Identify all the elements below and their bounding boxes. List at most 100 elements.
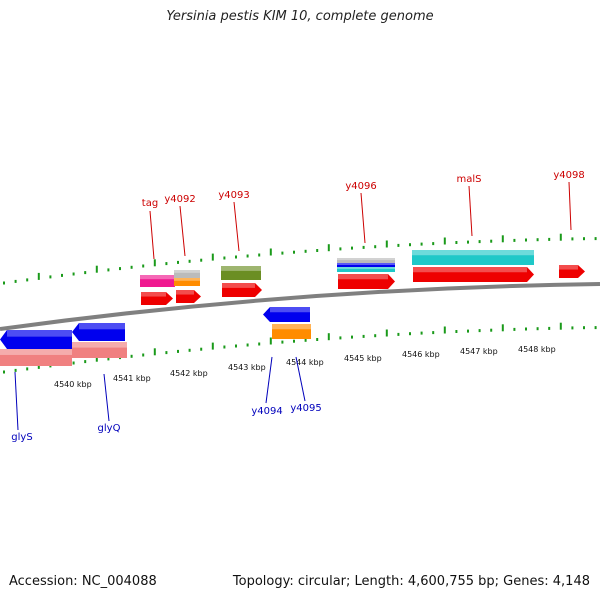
minor-tick (455, 241, 458, 244)
minor-tick (14, 368, 17, 372)
gene-label-y4095[interactable]: y4095 (290, 403, 321, 414)
label-layer: 4540 kbp 4541 kbp 4542 kbp 4543 kbp 4544… (11, 170, 584, 443)
feature-y4094-cds[interactable] (263, 307, 310, 322)
gene-label-y4096[interactable]: y4096 (345, 181, 376, 192)
minor-tick (351, 246, 353, 250)
minor-tick (409, 332, 411, 336)
kbp-label-4542: 4542 kbp (170, 369, 208, 378)
minor-tick (467, 240, 469, 244)
major-tick (211, 253, 214, 261)
minor-tick (478, 329, 481, 333)
gene-label-y4094[interactable]: y4094 (251, 406, 282, 417)
minor-tick (304, 249, 307, 253)
major-tick (501, 324, 504, 332)
major-tick (153, 259, 156, 267)
minor-tick (467, 329, 469, 333)
gene-leader-line (103, 373, 110, 422)
feature-y4098-cds[interactable] (559, 265, 585, 278)
feature-glyS-cds[interactable] (0, 330, 72, 349)
kbp-label-4546: 4546 kbp (402, 350, 440, 359)
minor-tick (478, 240, 481, 244)
feature-y4093-cds[interactable] (222, 283, 262, 297)
feature-y4096-blue[interactable] (337, 263, 395, 268)
minor-tick (490, 328, 493, 332)
feature-y4092-cds[interactable] (176, 290, 201, 303)
minor-tick (26, 367, 29, 371)
feature-tag-cds[interactable] (141, 292, 173, 305)
major-tick (327, 333, 330, 341)
minor-tick (374, 334, 377, 338)
minor-tick (61, 273, 63, 277)
minor-tick (84, 360, 87, 364)
gene-leader-line (295, 356, 306, 402)
minor-tick (525, 327, 527, 331)
feature-glyQ-cds[interactable] (72, 323, 125, 341)
minor-tick (583, 326, 585, 330)
minor-tick (571, 237, 574, 241)
minor-tick (49, 275, 52, 279)
kbp-label-4541: 4541 kbp (113, 374, 151, 383)
minor-tick (525, 238, 527, 242)
feature-y4092-upper[interactable] (174, 278, 200, 286)
minor-tick (188, 259, 191, 263)
feature-y4096-cds[interactable] (338, 274, 395, 289)
minor-tick (142, 353, 145, 357)
minor-tick (536, 327, 539, 331)
major-tick (501, 235, 504, 243)
major-tick (95, 265, 98, 273)
gene-label-y4093[interactable]: y4093 (218, 190, 249, 201)
minor-tick (26, 278, 29, 282)
major-tick (385, 329, 388, 337)
gene-label-glyS[interactable]: glyS (11, 432, 32, 443)
gene-leader-line (179, 205, 186, 257)
minor-tick (165, 351, 168, 355)
kbp-label-4543: 4543 kbp (228, 363, 266, 372)
forward-tick-track (3, 233, 597, 285)
minor-tick (374, 245, 377, 249)
minor-tick (84, 271, 87, 275)
minor-tick (513, 238, 516, 242)
minor-tick (130, 265, 133, 269)
kbp-label-4548: 4548 kbp (518, 345, 556, 354)
minor-tick (177, 349, 179, 353)
minor-tick (316, 249, 319, 252)
minor-tick (432, 331, 435, 335)
gene-label-glyQ[interactable]: glyQ (98, 423, 121, 434)
minor-tick (72, 361, 75, 365)
minor-tick (3, 281, 5, 285)
gene-leader-line (233, 201, 240, 252)
gene-leader-line (14, 371, 19, 431)
minor-tick (258, 253, 261, 257)
minor-tick (362, 334, 365, 338)
minor-tick (142, 264, 145, 268)
feature-y4096-grey[interactable] (337, 258, 395, 264)
gene-leader-line (149, 210, 155, 260)
minor-tick (246, 254, 249, 258)
gene-label-tag[interactable]: tag (142, 198, 158, 209)
major-tick (559, 322, 562, 330)
minor-tick (293, 250, 295, 254)
kbp-label-4547: 4547 kbp (460, 347, 498, 356)
feature-tag-upper[interactable] (140, 275, 175, 287)
feature-tag-cap[interactable] (174, 270, 200, 278)
feature-y4095-cds[interactable] (272, 324, 311, 339)
minor-tick (362, 245, 365, 249)
gene-leader-line (468, 185, 473, 237)
feature-glyS-rna[interactable] (0, 349, 72, 366)
kbp-label-4545: 4545 kbp (344, 354, 382, 363)
kbp-label-4544: 4544 kbp (286, 358, 324, 367)
feature-malS-upper[interactable] (412, 250, 534, 265)
minor-tick (14, 279, 17, 283)
feature-y4096-cyan[interactable] (337, 267, 395, 272)
feature-malS-cds[interactable] (413, 267, 534, 282)
map-title: Yersinia pestis KIM 10, complete genome (166, 9, 434, 24)
gene-label-y4092[interactable]: y4092 (164, 194, 195, 205)
gene-label-malS[interactable]: malS (457, 174, 482, 185)
feature-glyQ-rna[interactable] (72, 342, 127, 358)
minor-tick (293, 339, 295, 343)
gene-label-y4098[interactable]: y4098 (553, 170, 584, 181)
minor-tick (258, 342, 261, 346)
major-tick (269, 337, 272, 345)
feature-y4093-upper[interactable] (221, 266, 261, 280)
